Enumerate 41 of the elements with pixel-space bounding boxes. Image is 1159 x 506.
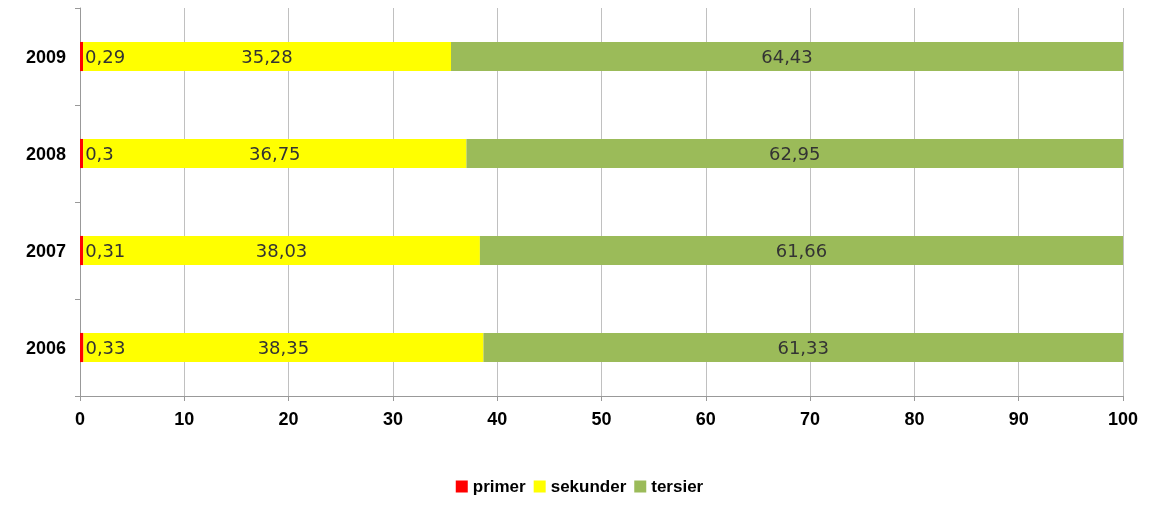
y-tick-label: 2008	[25, 143, 66, 164]
data-label: 64,43	[761, 46, 813, 67]
x-tick-label: 10	[174, 409, 195, 429]
data-label: 38,35	[257, 337, 310, 358]
y-tick-label: 2007	[25, 240, 66, 261]
bar	[83, 41, 451, 72]
x-tick-label: 0	[74, 409, 86, 429]
data-label: 38,03	[255, 240, 308, 261]
x-tick-label: 90	[1008, 409, 1029, 429]
bar	[83, 332, 484, 363]
x-tick-label: 30	[382, 409, 403, 429]
bar	[451, 41, 1123, 72]
x-tick-label: 100	[1107, 409, 1139, 429]
data-label: 0,33	[85, 337, 126, 358]
data-label: 0,31	[85, 240, 126, 261]
data-label: 62,95	[768, 143, 821, 164]
x-tick-label: 80	[904, 409, 925, 429]
legend-label: tersier	[651, 477, 704, 496]
x-tick-label: 20	[278, 409, 299, 429]
x-tick-label: 40	[487, 409, 508, 429]
y-tick-label: 2009	[25, 46, 66, 67]
x-tick-label: 50	[591, 409, 612, 429]
bar	[80, 235, 84, 266]
bar	[466, 138, 1123, 169]
data-label: 0,3	[85, 143, 114, 164]
legend-label: sekunder	[550, 477, 627, 496]
data-label: 0,29	[85, 46, 126, 67]
bar	[80, 138, 84, 169]
bar	[483, 332, 1123, 363]
bar	[83, 235, 480, 266]
data-label: 61,33	[777, 337, 829, 358]
bar	[80, 41, 84, 72]
bar	[479, 235, 1123, 266]
legend-label: primer	[472, 477, 527, 496]
data-label: 61,66	[775, 240, 828, 261]
x-tick-label: 60	[695, 409, 716, 429]
data-label: 35,28	[241, 46, 293, 67]
y-tick-label: 2006	[25, 337, 66, 358]
x-tick-label: 70	[800, 409, 821, 429]
data-label: 36,75	[249, 143, 301, 164]
bar	[83, 138, 467, 169]
